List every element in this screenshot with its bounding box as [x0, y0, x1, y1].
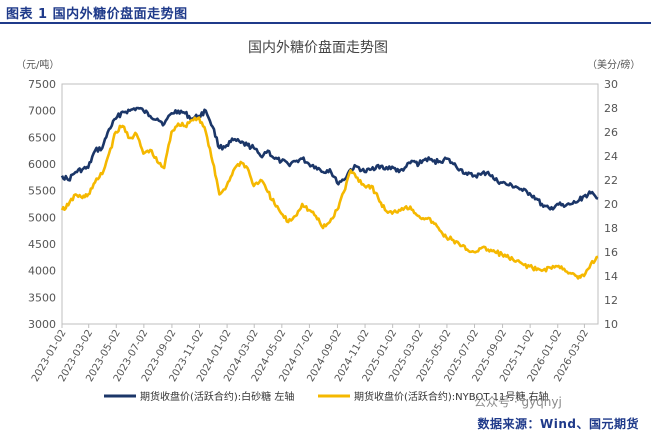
sugar-price-chart: 国内外糖价盘面走势图 （元/吨） （美分/磅） 3000 3500 4000 4500…: [16, 39, 640, 403]
chart-title: 国内外糖价盘面走势图: [248, 39, 388, 56]
right-tick-label: 10: [604, 318, 618, 331]
right-tick-label: 26: [604, 126, 618, 139]
right-tick-label: 22: [604, 174, 618, 187]
figure-heading: 图表 1 国内外糖价盘面走势图: [6, 7, 188, 22]
right-tick-label: 14: [604, 270, 618, 283]
right-tick-label: 30: [604, 78, 618, 91]
left-tick-label: 5000: [28, 211, 56, 224]
right-tick-label: 16: [604, 246, 618, 259]
heading-rule: [0, 22, 651, 24]
left-axis-unit: （元/吨）: [16, 58, 59, 71]
plot-frame: [61, 83, 599, 325]
right-tick-label: 20: [604, 198, 618, 211]
chart-axes: 3000 3500 4000 4500 5000 5500 6000 6500 7000 7500…: [28, 78, 618, 384]
left-tick-label: 4000: [28, 265, 56, 278]
data-source: 数据来源：Wind、国元期货: [477, 417, 639, 431]
legend-label-domestic: 期货收盘价(活跃合约):白砂糖 左轴: [140, 390, 294, 403]
right-axis-unit: （美分/磅）: [587, 58, 640, 71]
left-tick-label: 7000: [28, 105, 56, 118]
right-tick-label: 18: [604, 222, 618, 235]
left-tick-label: 4500: [28, 238, 56, 251]
left-tick-label: 7500: [28, 78, 56, 91]
left-tick-label: 3500: [28, 291, 56, 304]
chart-legend: 期货收盘价(活跃合约):白砂糖 左轴 期货收盘价(活跃合约):NYBOT 11号…: [104, 390, 549, 403]
left-tick-label: 3000: [28, 318, 56, 331]
right-tick-label: 24: [604, 150, 618, 163]
watermark: 公众号 · gyqhyj: [474, 395, 562, 409]
right-tick-label: 12: [604, 294, 618, 307]
legend-label-nybot: 期货收盘价(活跃合约):NYBOT 11号糖 右轴: [354, 390, 549, 403]
left-tick-label: 6000: [28, 158, 56, 171]
right-tick-label: 28: [604, 102, 618, 115]
left-tick-label: 5500: [28, 185, 56, 198]
left-tick-label: 6500: [28, 131, 56, 144]
series-lines: [60, 106, 599, 280]
series-line-nybot-sugar: [60, 116, 599, 280]
series-line-domestic-sugar: [60, 106, 599, 211]
